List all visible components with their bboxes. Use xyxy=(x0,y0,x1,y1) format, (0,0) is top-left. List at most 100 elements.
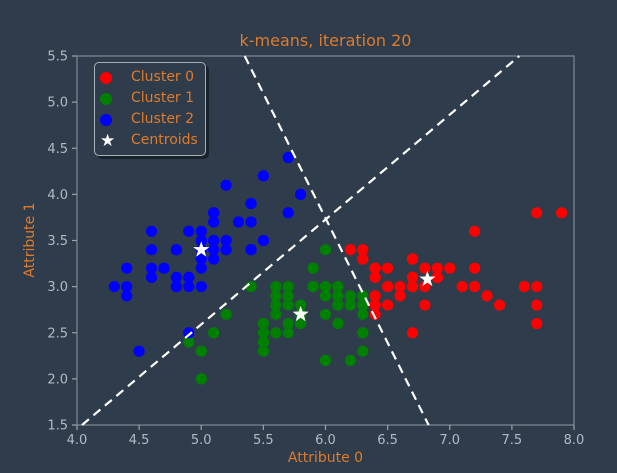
scatter-point-cluster-1 xyxy=(319,244,332,256)
x-axis-label: Attribute 0 xyxy=(287,450,364,466)
scatter-point-cluster-2 xyxy=(208,253,220,265)
legend-label: Cluster 1 xyxy=(131,90,195,106)
centroid-star xyxy=(292,305,309,322)
scatter-point-cluster-2 xyxy=(208,216,220,228)
scatter-point-cluster-2 xyxy=(220,244,232,256)
legend-label: Cluster 2 xyxy=(131,111,195,127)
scatter-point-cluster-2 xyxy=(108,281,120,293)
scatter-point-cluster-1 xyxy=(357,327,369,339)
scatter-point-cluster-0 xyxy=(481,290,493,302)
scatter-point-cluster-0 xyxy=(406,271,419,283)
scatter-point-cluster-2 xyxy=(121,281,133,293)
scatter-point-cluster-0 xyxy=(493,299,506,311)
scatter-point-cluster-2 xyxy=(245,244,257,256)
scatter-point-cluster-0 xyxy=(369,290,381,302)
scatter-point-cluster-1 xyxy=(319,354,332,366)
y-tick-label: 4.5 xyxy=(47,142,68,157)
centroid-star-icon: ★ xyxy=(100,130,116,151)
x-tick-label: 6.5 xyxy=(377,433,398,448)
cluster-1-dot-icon xyxy=(100,92,112,105)
scatter-point-cluster-2 xyxy=(195,262,207,274)
scatter-point-cluster-1 xyxy=(257,317,269,330)
scatter-point-cluster-0 xyxy=(531,299,543,311)
scatter-point-cluster-1 xyxy=(257,345,269,357)
x-tick-label: 7.0 xyxy=(439,433,460,448)
scatter-point-cluster-1 xyxy=(344,299,356,311)
scatter-point-cluster-1 xyxy=(282,327,294,339)
scatter-point-cluster-0 xyxy=(444,262,456,274)
scatter-point-cluster-1 xyxy=(319,290,332,302)
decision-boundary-line xyxy=(243,55,430,426)
scatter-point-cluster-2 xyxy=(220,234,232,247)
scatter-point-cluster-2 xyxy=(208,234,220,247)
x-tick-label: 5.5 xyxy=(253,433,274,448)
scatter-point-cluster-1 xyxy=(270,281,282,293)
scatter-point-cluster-2 xyxy=(232,216,245,228)
scatter-point-cluster-1 xyxy=(332,317,344,330)
scatter-point-cluster-1 xyxy=(344,290,356,302)
centroid-star xyxy=(419,270,436,287)
x-tick-label: 4.5 xyxy=(129,433,150,448)
scatter-point-cluster-2 xyxy=(195,234,207,247)
scatter-point-cluster-0 xyxy=(382,299,394,311)
scatter-point-cluster-0 xyxy=(556,207,568,219)
y-tick-label: 2.0 xyxy=(47,372,68,387)
scatter-point-cluster-0 xyxy=(382,262,394,274)
scatter-point-cluster-1 xyxy=(357,308,369,320)
scatter-point-cluster-1 xyxy=(357,299,369,311)
legend-label: Cluster 0 xyxy=(131,69,195,85)
scatter-point-cluster-1 xyxy=(307,281,319,293)
scatter-point-cluster-1 xyxy=(282,281,294,293)
scatter-point-cluster-0 xyxy=(531,207,543,219)
legend-item-centroids: ★ Centroids xyxy=(100,130,205,151)
scatter-point-cluster-2 xyxy=(183,327,195,339)
scatter-point-cluster-1 xyxy=(257,327,269,339)
scatter-point-cluster-1 xyxy=(270,327,282,339)
scatter-point-cluster-1 xyxy=(208,327,220,339)
scatter-point-cluster-0 xyxy=(369,262,381,274)
scatter-point-cluster-0 xyxy=(431,262,443,274)
scatter-point-cluster-2 xyxy=(121,262,133,274)
scatter-point-cluster-2 xyxy=(133,345,145,357)
x-tick-label: 7.5 xyxy=(502,433,523,448)
scatter-point-cluster-0 xyxy=(419,281,431,293)
y-tick-label: 5.0 xyxy=(47,96,68,111)
scatter-point-cluster-1 xyxy=(319,281,332,293)
scatter-point-cluster-0 xyxy=(369,299,381,311)
scatter-point-cluster-2 xyxy=(183,281,195,293)
scatter-point-cluster-0 xyxy=(469,281,481,293)
scatter-point-cluster-0 xyxy=(469,225,481,237)
scatter-point-cluster-1 xyxy=(270,290,282,302)
scatter-point-cluster-0 xyxy=(431,271,443,283)
scatter-point-cluster-2 xyxy=(208,207,220,219)
scatter-point-cluster-1 xyxy=(332,299,344,311)
scatter-point-cluster-0 xyxy=(406,253,419,265)
scatter-point-cluster-2 xyxy=(170,281,182,293)
scatter-point-cluster-0 xyxy=(406,281,419,293)
scatter-point-cluster-2 xyxy=(257,234,269,247)
scatter-point-cluster-1 xyxy=(357,345,369,357)
centroid-star xyxy=(193,241,210,257)
scatter-point-cluster-2 xyxy=(282,151,294,164)
scatter-point-cluster-2 xyxy=(195,281,207,293)
y-tick-label: 5.5 xyxy=(47,50,68,65)
scatter-point-cluster-1 xyxy=(270,299,282,311)
scatter-point-cluster-0 xyxy=(382,281,394,293)
scatter-point-cluster-1 xyxy=(319,308,332,320)
scatter-point-cluster-2 xyxy=(183,225,195,237)
scatter-point-cluster-1 xyxy=(257,336,269,348)
x-tick-label: 5.0 xyxy=(191,433,212,448)
scatter-point-cluster-0 xyxy=(531,281,543,293)
y-axis-label: Attribute 1 xyxy=(22,202,38,278)
scatter-point-cluster-2 xyxy=(282,207,294,219)
legend-item-cluster-2: Cluster 2 xyxy=(100,109,205,130)
scatter-point-cluster-0 xyxy=(344,244,356,256)
scatter-point-cluster-2 xyxy=(295,188,307,200)
scatter-point-cluster-0 xyxy=(518,281,530,293)
scatter-point-cluster-2 xyxy=(195,253,207,265)
scatter-point-cluster-1 xyxy=(307,262,319,274)
scatter-point-cluster-1 xyxy=(183,336,195,348)
scatter-point-cluster-1 xyxy=(332,281,344,293)
